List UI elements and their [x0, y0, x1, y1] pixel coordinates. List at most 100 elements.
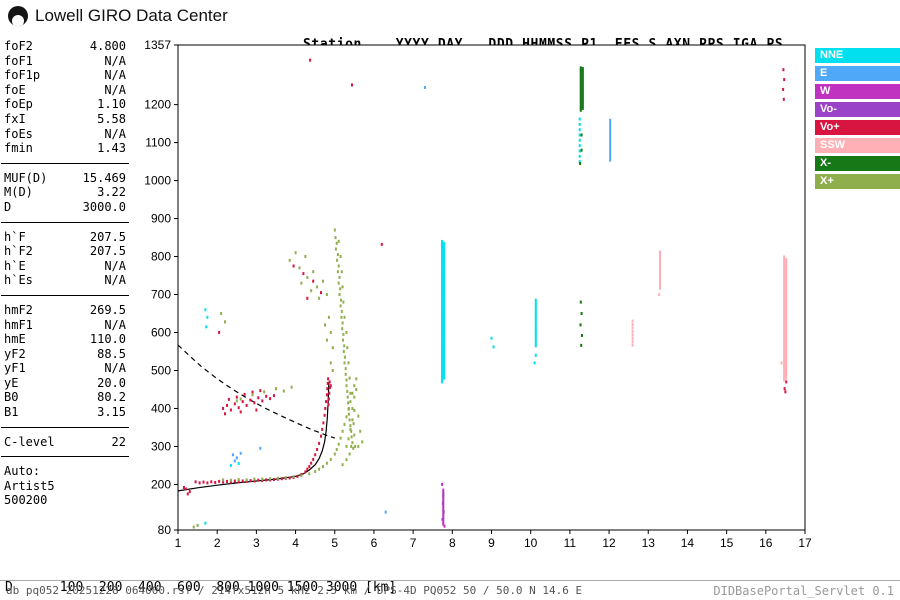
parameter-value: 3000.0: [82, 199, 126, 214]
parameter-label: h`Es: [4, 273, 33, 288]
x-axis-tick-label: 5: [331, 536, 338, 550]
parameter-row: B1 3.15: [4, 405, 126, 420]
parameter-value: N/A: [104, 82, 126, 97]
y-axis-tick-label: 1000: [144, 174, 171, 188]
parameter-panel: foF2 4.800 foF1 N/A foF1p N/A foE N/A foEp 1.10 fx…: [1, 38, 129, 509]
parameter-value: 3.15: [97, 405, 126, 420]
parameter-row: hmF2 269.5: [4, 303, 126, 318]
parameter-label: yE: [4, 375, 19, 390]
parameter-row: yF1 N/A: [4, 361, 126, 376]
series-NNE: [204, 117, 581, 525]
parameter-row: M(D) 3.22: [4, 185, 126, 200]
y-axis-tick-label: 1100: [145, 136, 171, 150]
series-E: [231, 86, 612, 514]
parameter-row: h`F 207.5: [4, 230, 126, 245]
series-X-: [579, 66, 584, 347]
muf-table: D 100 200 400 600 800 1000 1500 3000 [km…: [5, 553, 404, 600]
y-axis-tick-label: 400: [151, 401, 171, 415]
parameter-value: N/A: [104, 361, 126, 376]
parameter-value: N/A: [104, 126, 126, 141]
legend-item-Vo-: Vo-: [815, 102, 900, 117]
parameter-label: hmF2: [4, 302, 33, 317]
parameter-row: MUF(D) 15.469: [4, 171, 126, 186]
x-axis-tick-label: 11: [564, 536, 577, 550]
parameter-row: foF2 4.800: [4, 39, 126, 54]
parameter-row: foF1 N/A: [4, 54, 126, 69]
parameter-group: hmF2 269.5 hmF1 N/A hmE 110.0 yF2 88.5 yF1 N/A yE 2…: [4, 302, 126, 421]
parameter-label: Artist5: [4, 478, 55, 493]
parameter-label: hmF1: [4, 317, 33, 332]
parameter-row: hmF1 N/A: [4, 318, 126, 333]
parameter-row: Artist5: [4, 479, 126, 494]
parameter-value: 80.2: [97, 390, 126, 405]
divider: [1, 221, 129, 223]
x-axis-tick-label: 13: [642, 536, 656, 550]
series-Vo+: [182, 58, 788, 496]
parameter-label: foF2: [4, 39, 33, 53]
parameter-label: hmE: [4, 332, 26, 347]
parameter-row: Auto:: [4, 464, 126, 479]
parameter-label: h`F: [4, 229, 26, 244]
x-axis-tick-label: 1: [175, 536, 182, 550]
x-axis-tick-label: 2: [214, 536, 221, 550]
footer-servlet-version: DIDBasePortal_Servlet 0.1: [713, 584, 894, 598]
parameter-value: 3.22: [97, 185, 126, 200]
legend-item-X-: X-: [815, 156, 900, 171]
parameter-value: 207.5: [89, 229, 126, 244]
x-axis-tick-label: 3: [253, 536, 260, 550]
series-SSW: [631, 250, 788, 382]
x-axis-tick-label: 12: [602, 536, 616, 550]
y-axis-tick-label: 500: [151, 363, 171, 377]
parameter-row: yE 20.0: [4, 376, 126, 391]
series-Vo-: [441, 493, 445, 521]
parameter-value: 88.5: [97, 346, 126, 361]
parameter-label: fmin: [4, 141, 33, 156]
parameter-row: h`Es N/A: [4, 273, 126, 288]
parameter-group: Auto: Artist5 500200: [4, 463, 126, 509]
parameter-value: N/A: [104, 317, 126, 332]
parameter-label: B1: [4, 405, 19, 420]
parameter-row: fxI 5.58: [4, 112, 126, 127]
parameter-label: M(D): [4, 185, 33, 200]
parameter-row: fmin 1.43: [4, 141, 126, 156]
parameter-value: 269.5: [89, 302, 126, 317]
legend-item-X+: X+: [815, 174, 900, 189]
brand-title: Lowell GIRO Data Center: [35, 6, 228, 25]
parameter-label: h`F2: [4, 244, 33, 259]
x-axis-tick-label: 17: [798, 536, 812, 550]
parameter-label: h`E: [4, 258, 26, 273]
parameter-label: foEp: [4, 97, 33, 112]
parameter-group: C-level 22: [4, 434, 126, 451]
y-axis-tick-label: 800: [151, 250, 171, 264]
legend-item-SSW: SSW: [815, 138, 900, 153]
muf-table-distance-row: D 100 200 400 600 800 1000 1500 3000 [km…: [5, 580, 397, 595]
x-axis-tick-label: 6: [371, 536, 378, 550]
parameter-row: C-level 22: [4, 435, 126, 450]
parameter-row: foE N/A: [4, 83, 126, 98]
parameter-label: C-level: [4, 434, 55, 449]
parameter-row: hmE 110.0: [4, 332, 126, 347]
parameter-label: 500200: [4, 493, 48, 508]
parameter-value: 20.0: [97, 375, 126, 390]
x-axis-tick-label: 14: [681, 536, 695, 550]
parameter-label: yF1: [4, 361, 26, 376]
divider: [1, 426, 129, 428]
legend-item-NNE: NNE: [815, 48, 900, 63]
y-axis-tick-label: 80: [158, 523, 172, 537]
parameter-value: N/A: [104, 273, 126, 288]
parameter-row: B0 80.2: [4, 390, 126, 405]
x-axis-tick-label: 15: [720, 536, 734, 550]
parameter-row: foF1p N/A: [4, 68, 126, 83]
y-axis-tick-label: 1200: [144, 98, 171, 112]
parameter-value: 5.58: [97, 111, 126, 126]
parameter-label: D: [4, 199, 12, 214]
parameter-group: foF2 4.800 foF1 N/A foF1p N/A foE N/A foEp 1.10 fx…: [4, 38, 126, 157]
parameter-row: foEp 1.10: [4, 97, 126, 112]
parameter-label: foF1p: [4, 68, 41, 83]
parameter-value: 207.5: [89, 244, 126, 259]
parameter-group: h`F 207.5 h`F2 207.5 h`E N/A h`Es N/A: [4, 229, 126, 289]
parameter-value: 110.0: [89, 332, 126, 347]
x-axis-tick-label: 7: [410, 536, 417, 550]
parameter-group: MUF(D) 15.469 M(D) 3.22 D 3000.0: [4, 170, 126, 216]
